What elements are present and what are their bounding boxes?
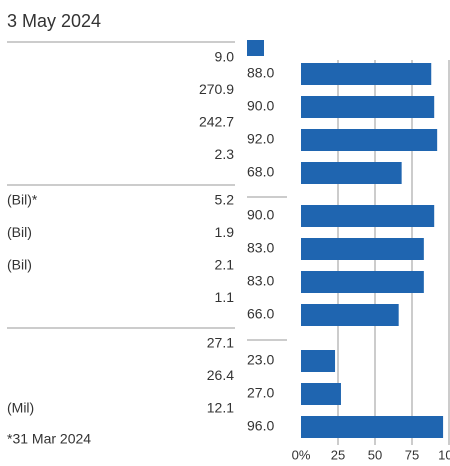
bar-label: 83.0 xyxy=(247,240,274,256)
bar-label: 23.0 xyxy=(247,352,274,368)
bar xyxy=(301,416,444,438)
legend-swatch xyxy=(247,40,264,56)
date: 3 May 2024 xyxy=(7,11,101,31)
row-value: 2.3 xyxy=(215,146,235,162)
row-value: 27.1 xyxy=(207,335,234,351)
bar-label: 27.0 xyxy=(247,385,274,401)
row-label: (Bil) xyxy=(7,224,32,240)
row-value: 1.1 xyxy=(215,289,235,305)
bar xyxy=(301,350,336,372)
bar xyxy=(301,271,424,293)
row-value: 1.9 xyxy=(215,224,235,240)
row-value: 242.7 xyxy=(199,114,234,130)
row-label: (Bil) xyxy=(7,257,32,273)
bar xyxy=(301,63,432,85)
x-tick-label: 25 xyxy=(331,447,345,461)
x-tick-label: 50 xyxy=(368,447,382,461)
row-label: (Bil)* xyxy=(7,192,38,208)
bar xyxy=(301,383,341,405)
bar-label: 90.0 xyxy=(247,207,274,223)
row-value: 5.2 xyxy=(215,192,235,208)
row-value: 26.4 xyxy=(207,367,234,383)
x-tick-label: 75 xyxy=(405,447,419,461)
bar xyxy=(301,205,435,227)
row-value: 2.1 xyxy=(215,257,235,273)
bar xyxy=(301,304,399,326)
row-value: 12.1 xyxy=(207,400,234,416)
row-label: (Mil) xyxy=(7,400,34,416)
bar xyxy=(301,96,435,118)
bar-label: 90.0 xyxy=(247,98,274,114)
footnote: *31 Mar 2024 xyxy=(7,431,91,447)
bar xyxy=(301,162,402,184)
bar-label: 88.0 xyxy=(247,65,274,81)
bar-label: 92.0 xyxy=(247,131,274,147)
x-tick-label: 100 xyxy=(438,447,450,461)
row-value: 9.0 xyxy=(215,49,235,65)
row-value: 270.9 xyxy=(199,81,234,97)
bar xyxy=(301,238,424,260)
bar-label: 83.0 xyxy=(247,273,274,289)
x-tick-label: 0% xyxy=(292,447,311,461)
bar-label: 68.0 xyxy=(247,164,274,180)
bar xyxy=(301,129,438,151)
bar-label: 66.0 xyxy=(247,306,274,322)
bar-label: 96.0 xyxy=(247,418,274,434)
